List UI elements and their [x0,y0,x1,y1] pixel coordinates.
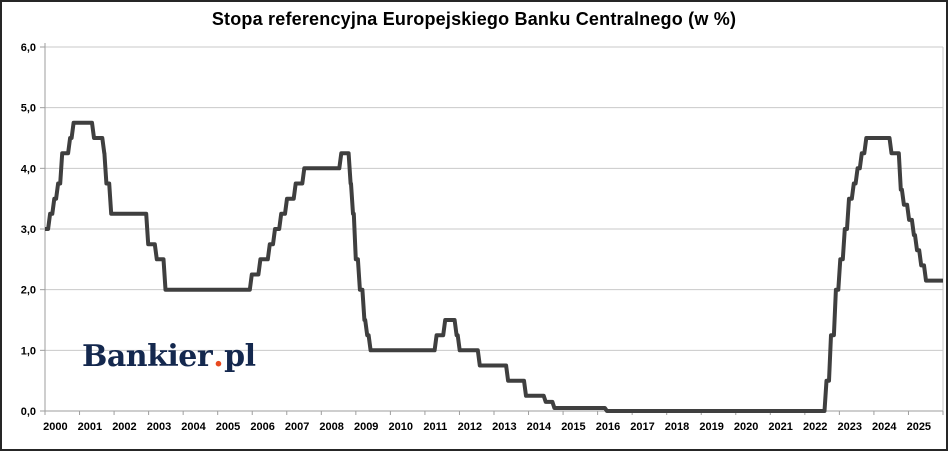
y-tick-label: 0,0 [21,406,36,418]
x-tick-label: 2010 [389,421,413,433]
x-tick-label: 2016 [596,421,620,433]
x-tick-label: 2001 [78,421,102,433]
x-tick-label: 2017 [630,421,654,433]
x-tick-label: 2012 [458,421,482,433]
bankier-logo: Bankier.pl [82,340,256,374]
x-tick-label: 2011 [423,421,447,433]
x-tick-label: 2000 [43,421,67,433]
x-tick-label: 2021 [768,421,792,433]
x-tick-label: 2008 [319,421,343,433]
x-tick-label: 2024 [872,421,897,433]
y-tick-label: 6,0 [21,42,36,54]
y-tick-label: 4,0 [21,163,36,175]
x-tick-label: 2019 [699,421,723,433]
x-tick-label: 2009 [354,421,378,433]
y-tick-label: 3,0 [21,224,36,236]
x-tick-label: 2006 [250,421,274,433]
x-tick-label: 2005 [216,421,240,433]
x-tick-label: 2002 [112,421,136,433]
x-tick-label: 2003 [147,421,171,433]
x-tick-label: 2013 [492,421,516,433]
x-tick-label: 2007 [285,421,309,433]
logo-text-bankier: Bankier [82,339,213,374]
y-tick-label: 2,0 [21,285,36,297]
x-tick-label: 2023 [838,421,862,433]
chart-title: Stopa referencyjna Europejskiego Banku C… [211,9,737,29]
logo-text-pl: pl [224,339,256,374]
x-tick-label: 2018 [665,421,689,433]
y-tick-label: 1,0 [21,345,36,357]
x-tick-label: 2022 [803,421,827,433]
rate-line-series [45,120,943,413]
x-tick-label: 2020 [734,421,758,433]
y-tick-label: 5,0 [21,103,36,115]
x-tick-label: 2014 [527,421,552,433]
x-tick-label: 2004 [181,421,206,433]
logo-dot: . [213,339,224,374]
x-tick-label: 2025 [907,421,931,433]
x-tick-label: 2015 [561,421,585,433]
